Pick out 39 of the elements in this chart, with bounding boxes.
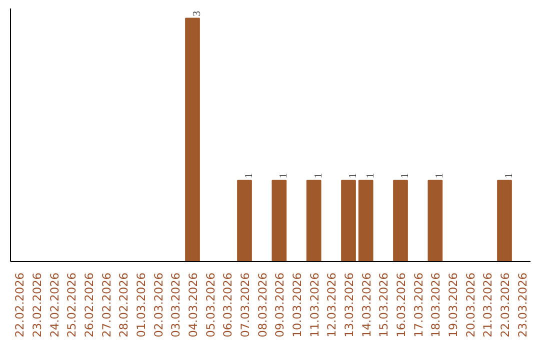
data-label: 3 bbox=[192, 10, 203, 16]
x-tick-label: 05.03.2026 bbox=[203, 272, 218, 338]
x-tick-label: 23.03.2026 bbox=[515, 272, 530, 338]
x-tick-label: 07.03.2026 bbox=[238, 272, 252, 338]
x-tick-label: 20.03.2026 bbox=[463, 272, 478, 338]
x-tick-label: 06.03.2026 bbox=[220, 272, 235, 338]
data-label: 1 bbox=[434, 173, 446, 178]
x-tick-label: 12.03.2026 bbox=[324, 272, 339, 338]
data-label: 1 bbox=[348, 173, 359, 178]
x-tick-label: 22.03.2026 bbox=[498, 272, 512, 338]
x-tick-label: 19.03.2026 bbox=[446, 272, 460, 338]
x-tick-label: 22.02.2026 bbox=[12, 272, 27, 338]
x-tick-label: 17.03.2026 bbox=[411, 272, 426, 338]
x-tick-label: 13.03.2026 bbox=[342, 272, 356, 338]
x-tick-label: 01.03.2026 bbox=[134, 272, 148, 338]
data-label: 1 bbox=[278, 173, 290, 178]
x-tick-label: 16.03.2026 bbox=[394, 272, 408, 338]
x-tick-label: 18.03.2026 bbox=[428, 272, 443, 338]
x-tick-label: 26.02.2026 bbox=[82, 272, 96, 338]
x-tick-label: 14.03.2026 bbox=[359, 272, 374, 338]
x-tick-label: 02.03.2026 bbox=[151, 272, 166, 338]
x-tick-label: 08.03.2026 bbox=[255, 272, 270, 338]
x-tick-label: 11.03.2026 bbox=[307, 272, 322, 338]
x-tick-label: 25.02.2026 bbox=[64, 272, 79, 338]
x-tick-label: 04.03.2026 bbox=[186, 272, 200, 338]
x-tick-label: 23.02.2026 bbox=[30, 272, 44, 338]
data-label: 1 bbox=[504, 173, 515, 178]
x-tick-label: 27.02.2026 bbox=[99, 272, 114, 338]
data-label: 1 bbox=[244, 173, 255, 178]
x-tick-label: 24.02.2026 bbox=[47, 272, 62, 338]
x-tick-label: 09.03.2026 bbox=[272, 272, 287, 338]
data-label: 1 bbox=[313, 173, 324, 178]
x-tick-label: 28.02.2026 bbox=[116, 272, 131, 338]
x-tick-label: 15.03.2026 bbox=[376, 272, 391, 338]
data-label: 1 bbox=[365, 173, 376, 178]
x-tick-label: 03.03.2026 bbox=[168, 272, 183, 338]
data-label: 1 bbox=[400, 173, 411, 178]
x-tick-label: 10.03.2026 bbox=[290, 272, 304, 338]
x-tick-label: 21.03.2026 bbox=[480, 272, 495, 338]
